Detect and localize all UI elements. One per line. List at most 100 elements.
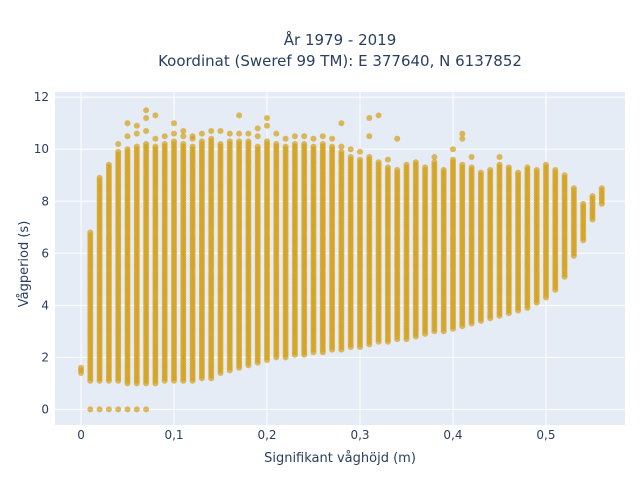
data-point <box>143 406 150 413</box>
data-point <box>105 161 112 168</box>
data-point <box>319 133 326 140</box>
data-point <box>496 154 503 160</box>
data-point <box>87 406 94 413</box>
x-tick-label: 0,1 <box>164 428 183 442</box>
data-point <box>226 138 233 145</box>
data-point <box>180 141 187 147</box>
data-point <box>96 406 103 413</box>
data-point <box>329 135 336 142</box>
x-tick-label: 0,5 <box>536 428 555 442</box>
data-point <box>487 167 494 173</box>
data-point <box>524 164 531 171</box>
data-point <box>375 159 382 166</box>
data-points <box>78 107 605 413</box>
data-point <box>245 130 252 137</box>
data-point <box>143 141 150 147</box>
data-point <box>133 143 140 150</box>
data-point <box>254 143 261 150</box>
data-point <box>171 120 177 127</box>
data-point <box>189 143 196 150</box>
data-point <box>264 122 270 129</box>
data-point <box>236 112 243 119</box>
data-point <box>552 167 559 173</box>
data-point <box>87 229 94 236</box>
data-point <box>143 107 150 114</box>
data-point <box>598 185 605 192</box>
data-point <box>171 130 177 137</box>
y-axis-title: Vågperiod (s) <box>17 221 32 308</box>
data-point <box>124 133 131 140</box>
data-point <box>477 169 484 176</box>
data-point <box>189 133 196 140</box>
data-point <box>273 130 280 137</box>
data-point <box>124 406 131 413</box>
data-point <box>440 167 447 173</box>
data-point <box>236 138 243 145</box>
data-point <box>105 406 112 413</box>
data-point <box>431 159 438 166</box>
data-point <box>124 120 131 127</box>
y-tick-label: 4 <box>41 298 49 312</box>
data-point <box>329 143 336 150</box>
chart-title-line-1: År 1979 - 2019 <box>284 30 397 49</box>
data-point <box>264 138 270 145</box>
data-point <box>161 133 168 140</box>
data-point <box>338 120 345 127</box>
data-point <box>254 133 261 140</box>
data-point <box>152 143 159 150</box>
data-point <box>301 133 308 140</box>
x-tick-label: 0,2 <box>257 428 276 442</box>
data-point <box>394 135 401 142</box>
data-point <box>403 161 410 168</box>
data-point <box>589 193 596 200</box>
data-point <box>133 122 140 129</box>
data-point <box>533 167 540 173</box>
y-tick-label: 12 <box>34 90 49 104</box>
data-point <box>171 138 177 145</box>
chart-title-line-2: Koordinat (Sweref 99 TM): E 377640, N 61… <box>158 52 522 70</box>
x-tick-label: 0 <box>77 428 85 442</box>
data-point <box>468 164 475 171</box>
data-point <box>133 406 140 413</box>
data-point <box>384 156 391 163</box>
data-point <box>236 130 243 137</box>
tick-labels: 0 0,1 0,2 0,3 0,4 0,5 0 2 4 6 8 10 12 <box>34 90 556 442</box>
data-point <box>459 135 466 142</box>
data-point <box>143 128 150 134</box>
y-tick-label: 10 <box>34 142 49 156</box>
data-point <box>291 141 298 147</box>
x-tick-label: 0,3 <box>350 428 369 442</box>
data-point <box>384 164 391 171</box>
data-point <box>282 143 289 150</box>
data-point <box>431 154 438 160</box>
x-axis-title: Signifikant våghöjd (m) <box>264 451 416 466</box>
data-point <box>366 133 373 140</box>
data-point <box>115 148 122 155</box>
data-point <box>198 138 205 145</box>
data-point <box>357 148 363 155</box>
y-tick-label: 6 <box>41 246 49 260</box>
data-point <box>115 141 122 147</box>
data-point <box>394 167 401 173</box>
data-point <box>133 130 140 137</box>
data-point <box>208 128 215 134</box>
data-point <box>515 169 522 176</box>
data-point <box>245 138 252 145</box>
data-point <box>143 115 150 121</box>
data-point <box>264 115 270 121</box>
data-point <box>217 141 224 147</box>
data-point <box>291 133 298 140</box>
data-point <box>254 125 261 132</box>
data-point <box>152 135 159 142</box>
data-point <box>338 143 345 150</box>
y-tick-label: 0 <box>41 402 49 416</box>
data-point <box>124 146 131 153</box>
data-point <box>198 130 205 137</box>
data-point <box>366 154 373 160</box>
data-point <box>226 130 233 137</box>
data-point <box>161 141 168 147</box>
data-point <box>217 128 224 134</box>
x-tick-label: 0,4 <box>443 428 462 442</box>
